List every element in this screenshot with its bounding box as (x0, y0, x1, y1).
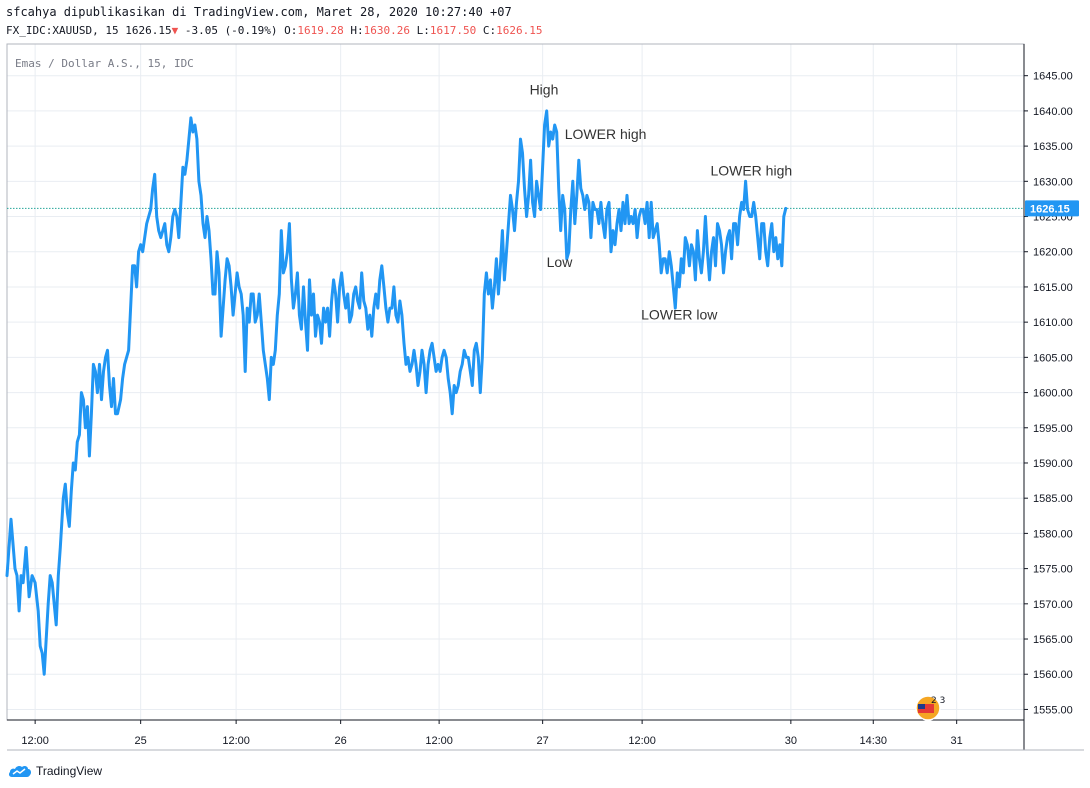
y-tick-label: 1640.00 (1033, 106, 1073, 118)
y-tick-label: 1645.00 (1033, 71, 1073, 83)
high-value: 1630.26 (363, 24, 411, 37)
brand-name: TradingView (36, 764, 103, 778)
series-line (5, 109, 788, 676)
x-tick-label: 25 (135, 735, 147, 747)
ohlc-legend: FX_IDC:XAUUSD, 15 1626.15▼ -3.05 (-0.19%… (6, 24, 542, 37)
y-tick-label: 1565.00 (1033, 634, 1073, 646)
x-tick-label: 12:00 (222, 735, 250, 747)
chart-legend: Emas / Dollar A.S., 15, IDC (15, 57, 194, 70)
annotations: High LOWER high Low LOWER high LOWER low (530, 82, 793, 323)
annotation-label: LOWER high (565, 126, 647, 142)
last-price-tag-bg (1025, 200, 1079, 217)
y-tick-label: 1615.00 (1033, 282, 1073, 294)
tradingview-cloud-icon (8, 765, 32, 777)
x-axis-ticks: 12:00 25 12:00 26 12:00 27 12:00 30 14:30 31 (21, 720, 963, 747)
x-tick-label: 14:30 (859, 735, 887, 747)
low-label: L: (416, 24, 430, 37)
y-tick-label: 1635.00 (1033, 141, 1073, 153)
y-tick-label: 1575.00 (1033, 564, 1073, 576)
x-tick-label: 31 (951, 735, 963, 747)
annotation-label: LOWER high (710, 163, 792, 179)
y-tick-label: 1585.00 (1033, 493, 1073, 505)
y-tick-label: 1580.00 (1033, 528, 1073, 540)
open-label: O: (284, 24, 298, 37)
down-arrow-icon: ▼ (171, 24, 179, 37)
badge-count: 2 3 (931, 696, 945, 706)
last-price-tag-label: 1626.15 (1030, 203, 1070, 215)
last-price-tag: 1626.15 (1025, 200, 1079, 217)
price-change: -3.05 (-0.19%) (184, 24, 278, 37)
y-axis-ticks: 1645.001640.001635.001630.001625.001620.… (1024, 71, 1073, 716)
close-value: 1626.15 (496, 24, 543, 37)
y-tick-label: 1555.00 (1033, 704, 1073, 716)
high-label: H: (350, 24, 364, 37)
annotation-label: LOWER low (641, 306, 718, 322)
publish-info: sfcahya dipublikasikan di TradingView.co… (6, 5, 512, 19)
x-tick-label: 26 (335, 735, 347, 747)
y-tick-label: 1620.00 (1033, 247, 1073, 259)
annotation-label: Low (547, 254, 574, 270)
plot-frame (6, 43, 1025, 721)
last-price: 1626.15 (125, 24, 172, 37)
x-tick-label: 12:00 (425, 735, 453, 747)
symbol-label: FX_IDC:XAUUSD, 15 (6, 24, 119, 37)
y-tick-label: 1560.00 (1033, 669, 1073, 681)
badge-flag-canton (918, 704, 925, 709)
badge-flag (918, 704, 934, 713)
y-tick-label: 1630.00 (1033, 176, 1073, 188)
x-tick-label: 12:00 (21, 735, 49, 747)
y-tick-label: 1610.00 (1033, 317, 1073, 329)
grid (7, 44, 1024, 720)
low-value: 1617.50 (429, 24, 477, 37)
x-tick-label: 30 (785, 735, 797, 747)
open-value: 1619.28 (297, 24, 344, 37)
y-tick-label: 1590.00 (1033, 458, 1073, 470)
footer-brand[interactable]: TradingView (8, 760, 102, 782)
x-tick-label: 27 (537, 735, 549, 747)
close-label: C: (482, 24, 497, 37)
flag-badge-icon[interactable]: 2 3 (915, 695, 945, 721)
y-tick-label: 1595.00 (1033, 423, 1073, 435)
annotation-label: High (530, 82, 559, 98)
y-tick-label: 1605.00 (1033, 352, 1073, 364)
y-tick-label: 1570.00 (1033, 599, 1073, 611)
y-tick-label: 1600.00 (1033, 388, 1073, 400)
x-tick-label: 12:00 (628, 735, 656, 747)
